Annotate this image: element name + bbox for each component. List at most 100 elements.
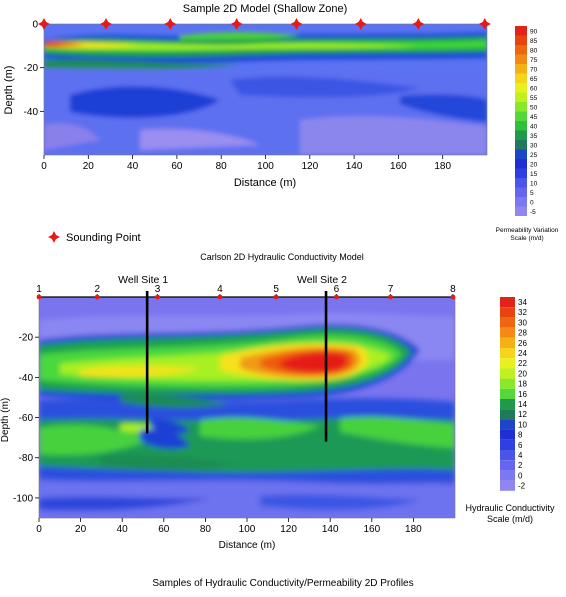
chart2-colorbar-tick-label: 14: [518, 400, 527, 409]
chart1-colorbar-swatch: [515, 35, 527, 45]
chart2-x-tick-label: 120: [280, 524, 297, 535]
sounding-point: [230, 18, 243, 30]
chart2-colorbar-swatch: [500, 460, 515, 471]
chart2-colorbar-swatch: [500, 450, 515, 461]
chart2-colorbar-swatch: [500, 409, 515, 420]
chart2-x-tick-label: 80: [200, 524, 212, 535]
chart2-colorbar-swatch: [500, 297, 515, 308]
chart1-colorbar-swatch: [515, 197, 527, 207]
chart2-colorbar-swatch: [500, 368, 515, 379]
chart1-x-axis: 0 20 40 60 80 100 120 140 160 180: [41, 155, 451, 172]
chart1-y-axis: 0 -20 -40: [24, 20, 44, 118]
sounding-point: [100, 18, 113, 30]
chart1-colorbar-tick-label: 35: [530, 133, 538, 140]
chart1-x-tick-label: 60: [171, 161, 183, 172]
sounding-point: [412, 18, 425, 30]
chart2-colorbar-label-2: Scale (m/d): [487, 514, 533, 524]
chart1-title: Sample 2D Model (Shallow Zone): [183, 3, 347, 15]
chart1-colorbar-tick-label: 65: [530, 76, 538, 83]
chart1-colorbar-tick-label: 20: [530, 162, 538, 169]
chart1-x-tick-label: 20: [83, 161, 95, 172]
chart2-colorbar-swatch: [500, 307, 515, 318]
chart2-colorbar-tick-label: 26: [518, 339, 527, 348]
chart1-x-tick-label: 0: [41, 161, 47, 172]
chart1-colorbar-tick-label: 85: [530, 38, 538, 45]
chart2-colorbar-tick-label: 16: [518, 390, 527, 399]
chart1-colorbar-tick-label: 40: [530, 124, 538, 131]
chart2-colorbar-tick-label: 2: [518, 461, 523, 470]
chart1-colorbar-swatch: [515, 206, 527, 216]
chart1-colorbar-swatch: [515, 140, 527, 150]
sounding-point: [478, 18, 491, 30]
chart2-wells: Well Site 1 Well Site 2: [118, 274, 347, 442]
chart1-x-tick-label: 140: [346, 161, 363, 172]
chart1-colorbar-swatch: [515, 178, 527, 188]
chart2-point-label: 5: [273, 284, 279, 295]
chart2-x-tick-label: 180: [405, 524, 422, 535]
chart2-x-label: Distance (m): [219, 540, 276, 551]
chart2-point-marker: [273, 294, 279, 300]
chart1-colorbar-label-1: Permeability Variation: [496, 227, 559, 234]
chart1-colorbar-tick-label: 75: [530, 57, 538, 64]
chart2-point-marker: [94, 294, 100, 300]
chart2-colorbar-label-1: Hydraulic Conductivity: [465, 503, 555, 513]
chart2-colorbar-tick-label: 34: [518, 298, 527, 307]
chart1-colorbar-tick-label: 15: [530, 171, 538, 178]
chart2-colorbar-tick-label: -2: [518, 482, 526, 491]
chart1-y-tick-label: -20: [24, 63, 39, 74]
chart2-y-axis: -20 -40 -60 -80 -100: [13, 333, 39, 504]
chart2-title: Carlson 2D Hydraulic Conductivity Model: [200, 252, 364, 262]
chart2-y-tick-label: -20: [19, 333, 34, 344]
chart1-colorbar-swatch: [515, 92, 527, 102]
chart2-colorbar-swatch: [500, 419, 515, 430]
chart1-colorbar-swatch: [515, 111, 527, 121]
chart2-y-tick-label: -100: [13, 493, 33, 504]
chart2-y-tick-label: -40: [19, 373, 34, 384]
chart2-colorbar-tick-label: 6: [518, 441, 523, 450]
sounding-point: [354, 18, 367, 30]
sounding-point: [164, 18, 177, 30]
chart2-colorbar-tick-label: 28: [518, 329, 527, 338]
chart1-colorbar-tick-label: 45: [530, 114, 538, 121]
chart1-x-tick-label: 160: [390, 161, 407, 172]
chart1-colorbar-swatch: [515, 54, 527, 64]
chart2-colorbar-tick-label: 30: [518, 318, 527, 327]
chart1-colorbar-swatch: [515, 45, 527, 55]
chart2-colorbar-swatch: [500, 399, 515, 410]
chart2-colorbar-swatch: [500, 348, 515, 359]
chart2-point-label: 1: [36, 284, 42, 295]
chart2-x-tick-label: 160: [363, 524, 380, 535]
sounding-point: [38, 18, 50, 30]
chart2-colorbar-swatch: [500, 378, 515, 389]
chart1-colorbar-tick-label: 10: [530, 181, 538, 188]
chart2-colorbar-swatch: [500, 317, 515, 328]
chart1-colorbar-swatch: [515, 149, 527, 159]
chart-shallow-zone: Sample 2D Model (Shallow Zone): [3, 3, 559, 244]
chart2-y-label: Depth (m): [0, 398, 11, 442]
chart2-colorbar-tick-label: 18: [518, 380, 527, 389]
chart1-colorbar-tick-label: 70: [530, 67, 538, 74]
chart1-x-label: Distance (m): [234, 177, 296, 189]
chart2-heatmap: [39, 297, 455, 518]
chart1-x-tick-label: 100: [257, 161, 274, 172]
chart2-point-label: 6: [334, 284, 340, 295]
chart1-colorbar-tick-label: 25: [530, 152, 538, 159]
chart2-colorbar-tick-label: 32: [518, 308, 527, 317]
chart2-colorbar-tick-label: 12: [518, 410, 527, 419]
chart2-colorbar-tick-label: 8: [518, 431, 523, 440]
chart1-colorbar-label-2: Scale (m/d): [510, 235, 543, 242]
chart2-colorbar-swatch: [500, 429, 515, 440]
chart1-colorbar-tick-label: -5: [530, 209, 536, 216]
chart1-colorbar-swatch: [515, 26, 527, 36]
chart2-point-marker: [450, 294, 456, 300]
chart2-colorbar-tick-label: 22: [518, 359, 527, 368]
chart1-colorbar-swatch: [515, 187, 527, 197]
chart1-y-label: Depth (m): [3, 66, 15, 115]
sounding-point-label: Sounding Point: [66, 232, 141, 244]
chart1-sounding-points: [38, 18, 491, 30]
chart1-colorbar-swatch: [515, 130, 527, 140]
chart1-colorbar-tick-label: 80: [530, 48, 538, 55]
chart1-colorbar-tick-label: 90: [530, 29, 538, 36]
